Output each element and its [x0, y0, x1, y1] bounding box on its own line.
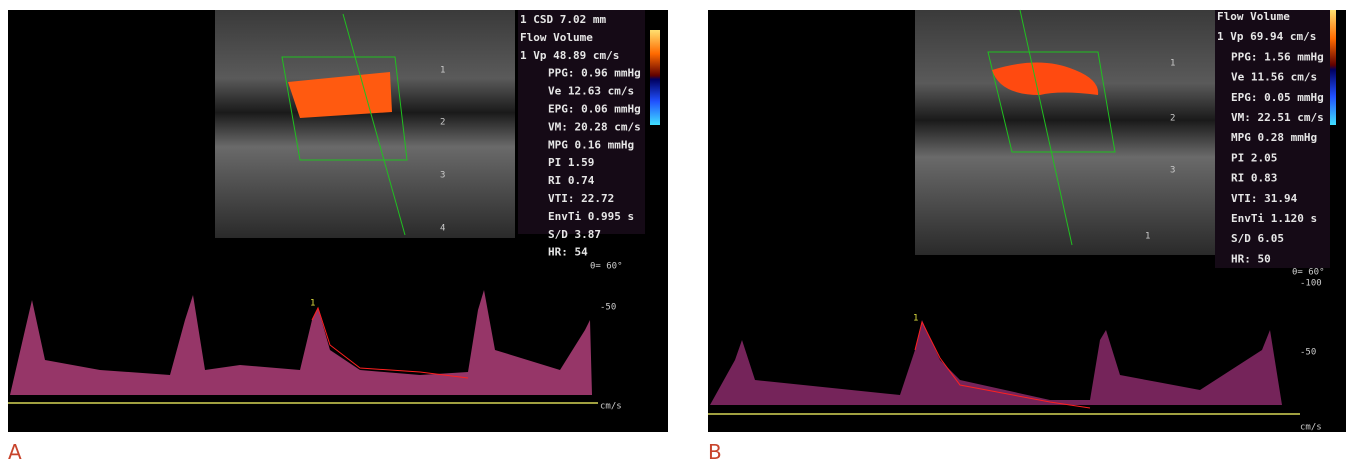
panel-label: A — [8, 440, 22, 461]
measurement: VTI: 22.72 — [548, 192, 614, 205]
depth-label: 1 — [1170, 59, 1175, 69]
angle-label: θ= 60° — [1292, 268, 1325, 278]
panel-b — [708, 9, 1346, 432]
measurement: EPG: 0.06 mmHg — [548, 103, 641, 116]
measurement: EnvTi 1.120 s — [1231, 212, 1317, 225]
depth-label: 3 — [1170, 166, 1175, 176]
measurement: PPG: 1.56 mmHg — [1231, 50, 1324, 63]
measurement: EPG: 0.05 mmHg — [1231, 91, 1324, 104]
measurement: Flow Volume — [1217, 10, 1290, 23]
measurement: 1 Vp 48.89 cm/s — [520, 49, 619, 62]
measurement: HR: 50 — [1231, 252, 1271, 265]
measurement: S/D 3.87 — [548, 228, 601, 241]
scale-label: cm/s — [600, 402, 622, 412]
depth-label: 3 — [440, 171, 445, 181]
measurement: VM: 22.51 cm/s — [1231, 111, 1324, 124]
measurement: MPG 0.28 mmHg — [1231, 131, 1317, 144]
measurement: VM: 20.28 cm/s — [548, 120, 641, 133]
cursor-marker: 1 — [310, 299, 315, 309]
measurement: EnvTi 0.995 s — [548, 210, 634, 223]
depth-label: 1 — [440, 66, 445, 76]
scale-label: -100 — [1300, 279, 1322, 289]
depth-label: 2 — [440, 118, 445, 128]
scale-label: -50 — [600, 303, 616, 313]
panel-a — [8, 10, 668, 432]
measurement: Ve 12.63 cm/s — [548, 85, 634, 98]
measurement: PPG: 0.96 mmHg — [548, 67, 641, 80]
depth-label: 2 — [1170, 114, 1175, 124]
scale-label: -50 — [1300, 348, 1316, 358]
scale-label: cm/s — [1300, 423, 1322, 433]
measurement: PI 1.59 — [548, 156, 594, 169]
measurement: PI 2.05 — [1231, 151, 1277, 164]
measurement: MPG 0.16 mmHg — [548, 138, 634, 151]
panel-label: B — [708, 440, 722, 461]
measurement: RI 0.83 — [1231, 172, 1277, 185]
measurement: Flow Volume — [520, 31, 593, 44]
depth-label: 4 — [440, 224, 445, 234]
depth-label: 1 — [1145, 232, 1150, 242]
measurement: Ve 11.56 cm/s — [1231, 71, 1317, 84]
measurement: VTI: 31.94 — [1231, 192, 1298, 205]
measurement: 1 Vp 69.94 cm/s — [1217, 30, 1316, 43]
measurement: RI 0.74 — [548, 174, 595, 187]
cursor-marker: 1 — [913, 314, 918, 324]
measurement: HR: 54 — [548, 246, 588, 259]
angle-label: θ= 60° — [590, 262, 623, 272]
measurement: S/D 6.05 — [1231, 232, 1284, 245]
measurement: 1 CSD 7.02 mm — [520, 13, 606, 26]
